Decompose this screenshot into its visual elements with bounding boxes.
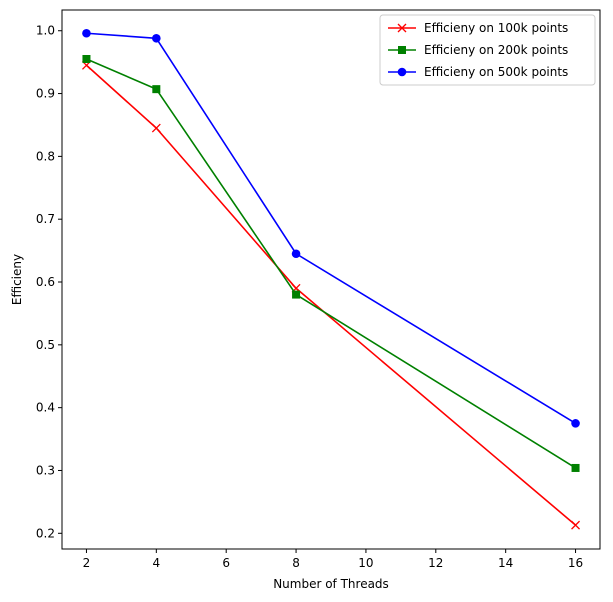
data-point <box>292 290 301 299</box>
y-tick-label: 0.5 <box>36 338 55 352</box>
x-axis-label: Number of Threads <box>273 577 389 591</box>
x-axis-ticks: 2 4 6 8 10 12 14 16 <box>83 549 583 570</box>
x-tick-label: 10 <box>358 556 373 570</box>
data-point <box>82 55 91 63</box>
data-point <box>82 28 91 38</box>
series-line <box>86 58 576 469</box>
legend-entry: Efficieny on 500k points <box>388 65 568 79</box>
legend-label: Efficieny on 500k points <box>424 65 568 79</box>
y-tick-label: 0.8 <box>36 149 55 163</box>
data-point <box>571 520 581 530</box>
legend-marker <box>397 23 407 33</box>
legend-label: Efficieny on 200k points <box>424 43 568 57</box>
series-3 <box>82 28 580 428</box>
axes-frame <box>61 9 601 550</box>
legend-label: Efficieny on 100k points <box>424 21 568 35</box>
y-axis-label: Efficieny <box>10 254 24 305</box>
y-tick-label: 0.2 <box>36 526 55 540</box>
y-tick-label: 0.3 <box>36 463 55 477</box>
x-tick-label: 16 <box>568 556 583 570</box>
series-1 <box>81 60 581 530</box>
series-2 <box>82 55 580 472</box>
data-point <box>291 249 301 259</box>
data-point <box>151 123 161 133</box>
legend-entry: Efficieny on 100k points <box>388 21 568 35</box>
legend-marker <box>397 67 407 77</box>
x-tick-label: 14 <box>498 556 513 570</box>
y-axis-ticks: 0.2 0.3 0.4 0.5 0.6 0.7 0.8 0.9 1.0 <box>36 24 62 540</box>
data-point <box>152 85 161 94</box>
x-tick-label: 8 <box>292 556 300 570</box>
y-tick-label: 1.0 <box>36 24 55 38</box>
legend: Efficieny on 100k points Efficieny on 200… <box>379 14 596 86</box>
data-point <box>571 463 580 472</box>
data-point <box>152 33 161 43</box>
y-tick-label: 0.6 <box>36 275 55 289</box>
y-tick-label: 0.4 <box>36 401 55 415</box>
y-tick-label: 0.7 <box>36 212 55 226</box>
plot-area <box>81 28 581 530</box>
legend-box <box>379 14 596 86</box>
data-point <box>571 419 580 428</box>
series-line <box>85 64 577 526</box>
x-tick-label: 6 <box>222 556 230 570</box>
x-tick-label: 2 <box>83 556 91 570</box>
legend-marker <box>398 46 406 54</box>
x-tick-label: 4 <box>153 556 161 570</box>
legend-entry: Efficieny on 200k points <box>388 43 568 57</box>
series-line <box>86 32 576 425</box>
x-tick-label: 12 <box>428 556 443 570</box>
y-tick-label: 0.9 <box>36 87 55 101</box>
